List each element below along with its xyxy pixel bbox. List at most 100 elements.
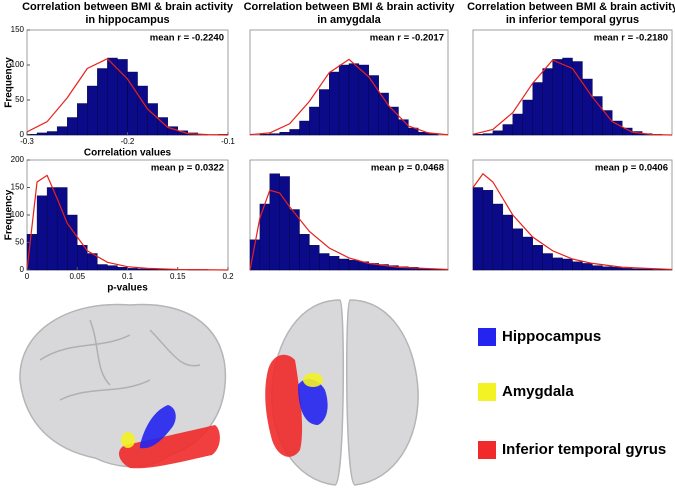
bar bbox=[279, 131, 290, 136]
bar bbox=[137, 85, 148, 136]
x-tick-label: -0.3 bbox=[20, 137, 34, 146]
bar bbox=[107, 57, 118, 136]
bar bbox=[107, 265, 118, 271]
x-tick-label: 0.05 bbox=[69, 272, 85, 281]
bar bbox=[299, 234, 310, 271]
fit-curve bbox=[249, 189, 449, 271]
fit-curve bbox=[472, 172, 673, 271]
chart-title: in hippocampus bbox=[85, 14, 169, 26]
x-tick-label: -0.2 bbox=[121, 137, 135, 146]
bar bbox=[502, 124, 514, 136]
annotation: mean p = 0.0322 bbox=[151, 163, 224, 174]
legend-label: Inferior temporal gyrus bbox=[502, 441, 666, 458]
bar bbox=[147, 103, 158, 136]
chart-title: in amygdala bbox=[317, 14, 381, 26]
legend-label: Hippocampus bbox=[502, 328, 601, 345]
bar bbox=[127, 268, 138, 271]
fit-curve bbox=[249, 58, 449, 136]
bar bbox=[269, 133, 280, 136]
bar bbox=[289, 129, 300, 136]
x-tick-label: -0.1 bbox=[221, 137, 235, 146]
bar bbox=[612, 267, 623, 271]
legend-swatch bbox=[478, 441, 496, 459]
region-blob bbox=[140, 405, 176, 449]
bar bbox=[319, 89, 330, 136]
bar bbox=[572, 61, 583, 136]
fit-curve bbox=[26, 57, 229, 136]
bar bbox=[492, 130, 504, 136]
chart-title: Correlation between BMI & brain activity bbox=[22, 1, 234, 13]
bar bbox=[66, 117, 78, 136]
bar bbox=[348, 259, 360, 271]
bar bbox=[309, 106, 320, 136]
bar bbox=[552, 59, 563, 136]
bar bbox=[87, 85, 98, 136]
bar bbox=[562, 57, 573, 136]
bar bbox=[522, 236, 533, 271]
x-tick-label: 0.15 bbox=[170, 272, 186, 281]
bar bbox=[562, 258, 573, 271]
region-blob bbox=[118, 425, 220, 469]
bar bbox=[36, 195, 48, 271]
bar bbox=[522, 99, 533, 136]
bar bbox=[622, 268, 633, 271]
y-tick-label: 50 bbox=[15, 95, 24, 104]
bar bbox=[117, 267, 128, 271]
bar bbox=[552, 257, 563, 271]
bar bbox=[482, 133, 494, 136]
fit-curve bbox=[26, 174, 229, 271]
bar bbox=[502, 214, 514, 271]
annotation: mean r = -0.2240 bbox=[150, 33, 224, 44]
bar bbox=[157, 117, 168, 136]
fit-curve bbox=[472, 59, 673, 136]
chart-title: Correlation between BMI & brain activity bbox=[467, 1, 675, 13]
bar bbox=[329, 256, 340, 271]
y-tick-label: 100 bbox=[11, 210, 25, 219]
bar bbox=[348, 63, 360, 136]
legend-swatch bbox=[478, 383, 496, 401]
bar bbox=[532, 82, 543, 136]
annotation: mean r = -0.2180 bbox=[594, 33, 668, 44]
bar bbox=[592, 265, 603, 271]
bar bbox=[97, 264, 108, 271]
y-tick-label: 150 bbox=[11, 183, 25, 192]
brain-ventral bbox=[265, 299, 419, 486]
bar bbox=[269, 173, 280, 271]
bar bbox=[299, 120, 310, 136]
y-tick-label: 150 bbox=[11, 25, 25, 34]
y-tick-label: 200 bbox=[11, 155, 25, 164]
bar bbox=[46, 131, 58, 136]
region-blob bbox=[265, 354, 303, 457]
bar bbox=[329, 71, 340, 136]
bar bbox=[398, 119, 409, 136]
bar bbox=[532, 245, 543, 271]
x-tick-label: 0.1 bbox=[122, 272, 134, 281]
bar bbox=[46, 187, 58, 271]
bar bbox=[542, 253, 553, 271]
x-axis-label: Correlation values bbox=[84, 148, 172, 159]
bar bbox=[66, 214, 78, 271]
bar bbox=[279, 176, 290, 271]
bar bbox=[512, 113, 523, 136]
y-tick-label: 100 bbox=[11, 60, 25, 69]
bar bbox=[309, 245, 320, 271]
bar bbox=[338, 64, 350, 136]
bar bbox=[582, 263, 593, 271]
legend-label: Amygdala bbox=[502, 383, 574, 400]
y-tick-label: 0 bbox=[20, 130, 25, 139]
region-blob bbox=[298, 378, 328, 425]
legend-swatch bbox=[478, 328, 496, 346]
x-axis-label: p-values bbox=[107, 283, 148, 294]
bar bbox=[259, 134, 270, 136]
chart-title: Correlation between BMI & brain activity bbox=[244, 1, 456, 13]
bar bbox=[602, 110, 613, 136]
x-tick-label: 0.2 bbox=[222, 272, 234, 281]
y-tick-label: 0 bbox=[20, 265, 25, 274]
bar bbox=[582, 78, 593, 136]
annotation: mean r = -0.2017 bbox=[370, 33, 444, 44]
bar bbox=[632, 268, 643, 271]
y-axis-label: Frequency bbox=[4, 189, 15, 240]
chart-title: in inferior temporal gyrus bbox=[506, 14, 639, 26]
y-axis-label: Frequency bbox=[4, 57, 15, 108]
